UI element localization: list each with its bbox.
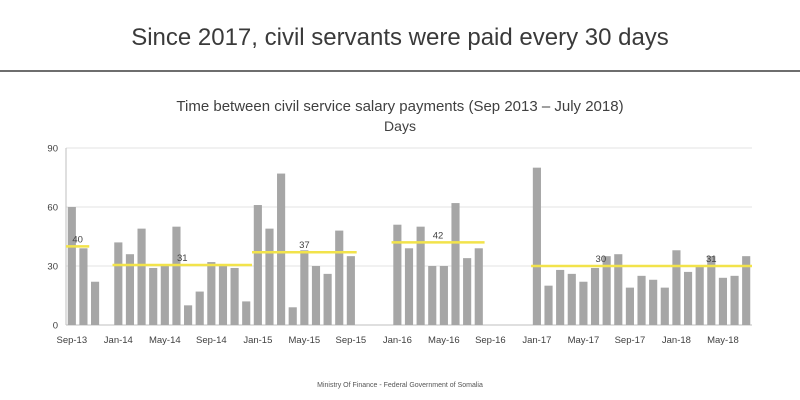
bar-Apr-18	[707, 256, 716, 325]
x-tick-label: May-18	[707, 335, 739, 346]
bar-Feb-15	[265, 228, 274, 325]
x-tick-label: Jan-15	[243, 335, 272, 346]
bar-Sep-13	[67, 207, 76, 325]
slide-title: Since 2017, civil servants were paid eve…	[131, 24, 669, 51]
average-label: 40	[72, 234, 83, 245]
bar-Jan-14	[114, 242, 123, 325]
bar-Jan-16	[393, 224, 402, 325]
average-label: 31	[177, 253, 188, 264]
bar-Aug-16	[474, 248, 483, 325]
bar-Jul-14	[184, 305, 193, 325]
bar-Oct-14	[218, 264, 228, 325]
y-tick-label: 0	[53, 321, 58, 332]
bar-Jan-15	[253, 205, 262, 325]
bar-Mar-17	[556, 269, 565, 325]
bar-Apr-17	[567, 273, 576, 325]
x-tick-label: Jan-16	[383, 335, 412, 346]
bar-Sep-17	[625, 287, 634, 325]
bar-May-16	[439, 266, 448, 325]
x-tick-label: May-15	[289, 335, 321, 346]
bar-Feb-18	[683, 271, 693, 325]
bar-Nov-14	[230, 267, 239, 325]
x-tick-label: Sep-15	[336, 335, 367, 346]
bar-Jul-15	[323, 273, 332, 325]
y-tick-label: 90	[47, 144, 58, 155]
bar-Feb-16	[404, 248, 414, 325]
x-tick-label: Jan-17	[522, 335, 551, 346]
bar-Nov-13	[90, 281, 100, 325]
x-tick-label: Jan-14	[104, 335, 133, 346]
bar-May-15	[300, 250, 309, 325]
bar-Jul-18	[742, 256, 751, 325]
y-tick-label: 30	[47, 262, 58, 273]
bar-Aug-15	[335, 230, 344, 325]
x-tick-label: May-16	[428, 335, 460, 346]
bar-Apr-16	[428, 266, 437, 325]
bar-May-18	[718, 277, 728, 325]
bar-Aug-17	[614, 254, 623, 325]
chart-subtitle: Days	[384, 118, 416, 134]
bar-Sep-14	[207, 262, 216, 325]
bar-Mar-16	[416, 226, 425, 325]
bar-Jun-18	[730, 275, 739, 325]
x-tick-label: Sep-17	[615, 335, 646, 346]
bar-Dec-14	[242, 301, 251, 325]
average-label: 42	[433, 230, 444, 241]
x-tick-label: May-14	[149, 335, 181, 346]
chart-title: Time between civil service salary paymen…	[176, 98, 624, 115]
average-label: 37	[299, 240, 310, 251]
bar-Jun-17	[590, 267, 600, 325]
x-tick-label: Sep-13	[56, 335, 87, 346]
bar-Oct-17	[637, 275, 646, 325]
bar-Jul-16	[463, 258, 472, 325]
x-tick-label: May-17	[568, 335, 600, 346]
title-divider	[0, 70, 800, 72]
bar-Nov-17	[649, 279, 658, 325]
bar-Jan-18	[672, 250, 681, 325]
bar-Mar-15	[277, 173, 286, 325]
bar-Jun-15	[311, 266, 321, 325]
bar-Jun-14	[172, 226, 181, 325]
x-tick-label: Jan-18	[662, 335, 691, 346]
x-tick-label: Sep-16	[475, 335, 506, 346]
bar-Apr-15	[288, 307, 297, 325]
bar-Jul-17	[602, 256, 611, 325]
average-label: 30	[596, 254, 607, 265]
bar-Dec-17	[660, 287, 669, 325]
bar-Oct-13	[79, 248, 88, 325]
average-label: 31	[706, 254, 717, 265]
bar-Mar-18	[695, 266, 704, 325]
footer-source: Ministry Of Finance - Federal Government…	[317, 382, 483, 389]
y-tick-label: 60	[47, 203, 58, 214]
bar-Feb-14	[125, 254, 135, 325]
bar-Apr-14	[149, 267, 158, 325]
bar-Feb-17	[544, 285, 553, 325]
bar-Jun-16	[451, 203, 460, 325]
bar-Jan-17	[532, 167, 541, 325]
bar-May-14	[160, 266, 169, 325]
bar-Mar-14	[137, 228, 146, 325]
bar-May-17	[579, 281, 588, 325]
bar-Aug-14	[195, 291, 204, 325]
x-tick-label: Sep-14	[196, 335, 227, 346]
bar-Sep-15	[346, 256, 355, 325]
